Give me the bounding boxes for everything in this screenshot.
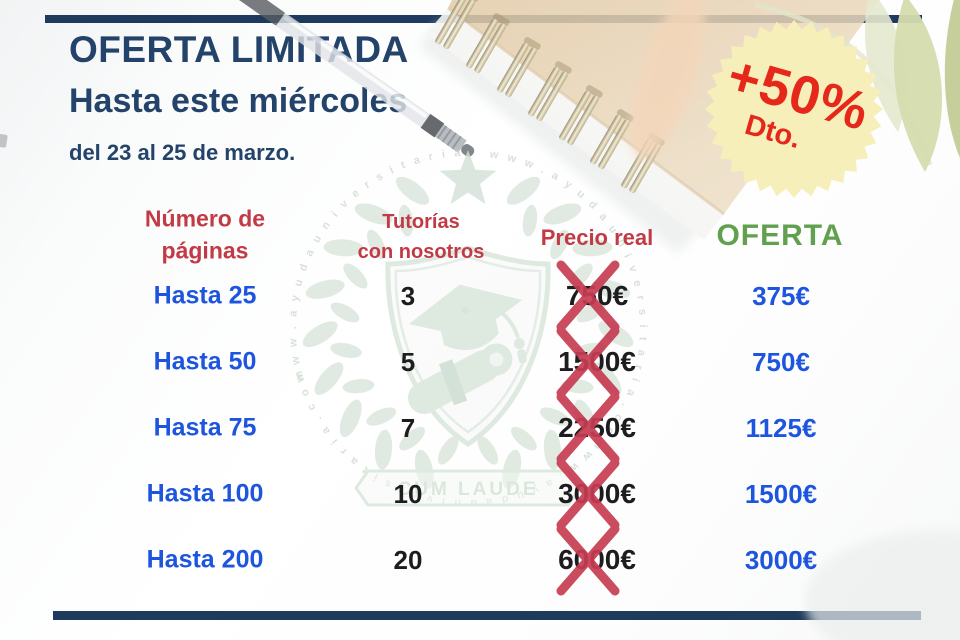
spiral-pin	[497, 37, 541, 98]
tutorials-cell: 7	[400, 413, 416, 443]
spiral-pin	[435, 0, 479, 50]
real-price-cell: 750€	[565, 280, 629, 311]
offer-price-cell: 375€	[752, 281, 810, 311]
pages-cell: Hasta 50	[153, 347, 257, 376]
tutorials-cell: 3	[400, 281, 416, 311]
col-header-pages-line2: páginas	[161, 237, 249, 264]
star-icon	[439, 150, 497, 205]
real-price-cell: 3000€	[558, 478, 636, 509]
pages-cell: Hasta 75	[153, 413, 257, 442]
discount-badge: +50% Dto.	[694, 9, 894, 209]
offer-price-cell: 1125€	[745, 413, 817, 443]
cum-laude-label: CUM LAUDE	[398, 479, 539, 500]
soft-shadow	[805, 530, 960, 640]
spiral-binding	[435, 0, 665, 194]
graduation-cap-icon	[408, 284, 527, 364]
col-header-real-price: Precio real	[540, 225, 654, 250]
spiral-pin	[559, 85, 603, 146]
edge-notch	[0, 134, 8, 148]
page-subtitle: Hasta este miércoles	[69, 82, 408, 120]
cum-laude-banner: CUM LAUDE	[354, 469, 582, 507]
col-header-tutoring-line1: Tutorías	[382, 211, 460, 233]
bottom-rule	[53, 611, 921, 620]
col-header-offer: OFERTA	[716, 219, 844, 252]
notebook-pages	[426, 8, 724, 240]
pages-cell: Hasta 200	[146, 545, 264, 574]
col-header-tutoring-line2: con nosotros	[357, 241, 485, 263]
starburst-shape	[705, 20, 883, 198]
real-price-cell: 6000€	[558, 544, 636, 575]
spiral-pin	[528, 61, 572, 122]
offer-price-cell: 750€	[752, 347, 810, 377]
diploma-scroll-icon	[407, 343, 513, 414]
peach-smudge	[631, 0, 705, 160]
pen	[230, 0, 475, 157]
tutorials-cell: 20	[393, 545, 423, 575]
offer-price-cell: 3000€	[744, 545, 818, 575]
tutorials-cell: 10	[393, 479, 423, 509]
real-price-cell: 2250€	[558, 412, 636, 443]
tutorials-cell: 5	[400, 347, 416, 377]
spiral-pin	[466, 13, 510, 74]
real-price-cell: 1500€	[558, 346, 636, 377]
spiral-pin	[590, 109, 634, 170]
pages-cell: Hasta 25	[153, 281, 257, 310]
date-range: del 23 al 25 de marzo.	[69, 140, 296, 165]
offer-price-cell: 1500€	[744, 479, 818, 509]
col-header-pages-line1: Número de	[144, 205, 266, 232]
pages-cell: Hasta 100	[146, 479, 264, 508]
